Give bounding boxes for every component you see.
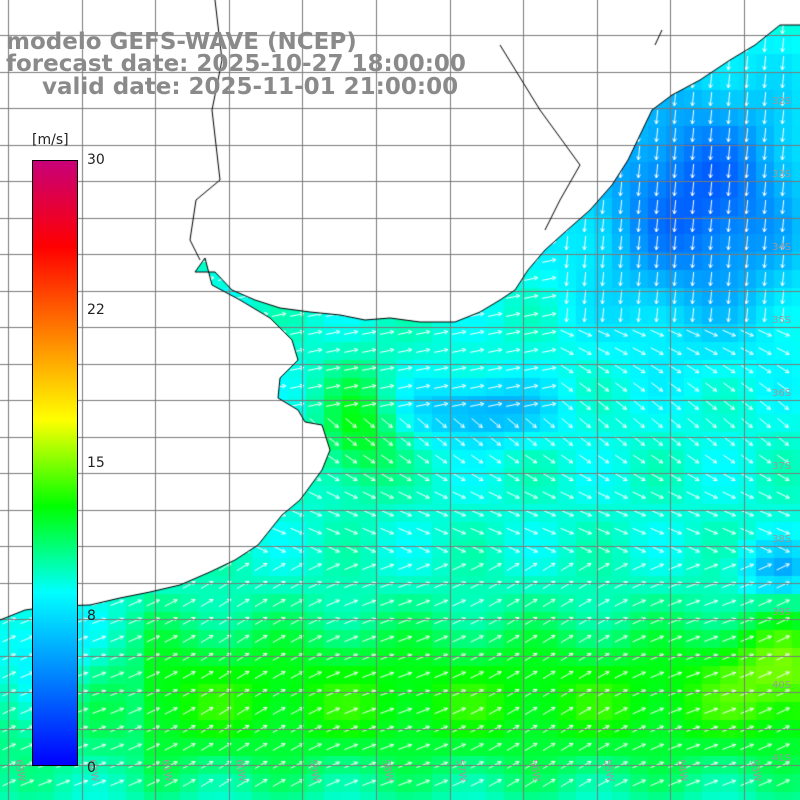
lat-label-41S: 41S <box>772 753 791 764</box>
lon-label-63W: 63W <box>12 759 27 783</box>
lat-label-39S: 39S <box>772 607 791 618</box>
colorbar-tick-30: 30 <box>87 152 105 168</box>
lon-label-61W: 61W <box>159 759 174 783</box>
lon-label-60W: 60W <box>233 759 248 783</box>
lon-label-54W: 54W <box>674 759 689 783</box>
lon-label-56W: 56W <box>527 759 542 783</box>
colorbar-tick-15: 15 <box>87 455 105 471</box>
lon-label-55W: 55W <box>601 759 616 783</box>
colorbar-tick-8: 8 <box>87 608 96 624</box>
lon-label-53W: 53W <box>748 759 763 783</box>
lat-label-33S: 33S <box>772 169 791 180</box>
lat-label-34S: 34S <box>772 242 791 253</box>
lat-label-40S: 40S <box>772 680 791 691</box>
forecast-date: forecast date: 2025-10-27 18:00:00 <box>6 51 466 77</box>
colorbar: [m/s] 30 22 15 8 0 <box>0 128 110 788</box>
colorbar-tick-22: 22 <box>87 302 105 318</box>
lat-label-36S: 36S <box>772 388 791 399</box>
lat-label-38S: 38S <box>772 534 791 545</box>
lon-label-57W: 57W <box>454 759 469 783</box>
colorbar-tick-0: 0 <box>87 760 96 776</box>
colorbar-gradient <box>32 160 78 766</box>
lat-label-35S: 35S <box>772 315 791 326</box>
colorbar-unit: [m/s] <box>32 132 69 148</box>
model-title: modelo GEFS-WAVE (NCEP) <box>6 29 357 55</box>
lon-label-62W: 62W <box>86 759 101 783</box>
lon-label-58W: 58W <box>380 759 395 783</box>
lat-label-32S: 32S <box>772 96 791 107</box>
valid-date: valid date: 2025-11-01 21:00:00 <box>42 74 459 100</box>
lat-label-37S: 37S <box>772 461 791 472</box>
lon-label-59W: 59W <box>306 759 321 783</box>
